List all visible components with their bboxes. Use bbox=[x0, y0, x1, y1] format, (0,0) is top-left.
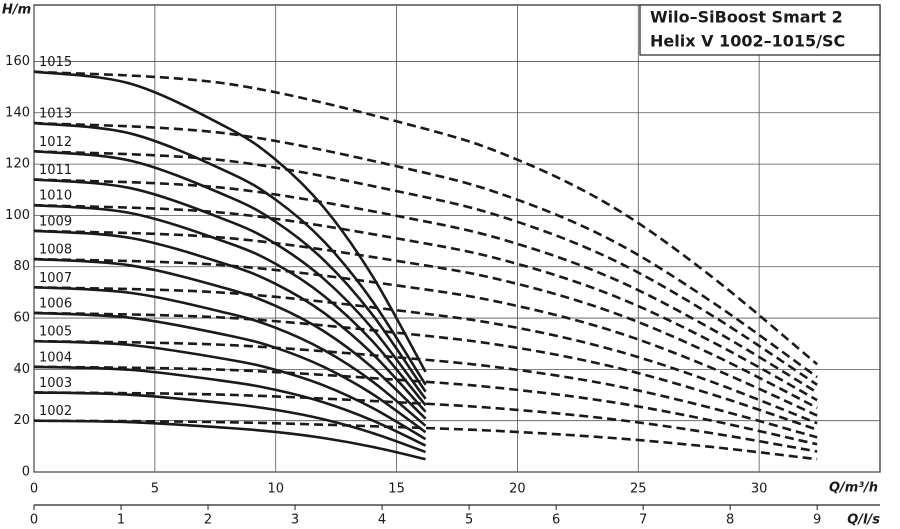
curve-label: 1007 bbox=[39, 271, 72, 286]
x-tick-label: 30 bbox=[751, 482, 768, 497]
y-axis-label: H/m bbox=[2, 3, 31, 18]
x2-tick-label: 7 bbox=[639, 513, 647, 528]
chart-subtitle: Helix V 1002–1015/SC bbox=[650, 32, 845, 51]
pump-curve bbox=[33, 339, 427, 441]
y-tick-label: 100 bbox=[5, 208, 30, 223]
x2-tick-label: 4 bbox=[378, 513, 386, 528]
pump-curve bbox=[33, 365, 818, 446]
x-tick-label: 0 bbox=[30, 482, 38, 497]
pump-curve bbox=[33, 121, 818, 379]
pump-curve bbox=[33, 70, 818, 366]
pump-curve bbox=[33, 178, 818, 394]
pump-curve bbox=[33, 285, 818, 425]
x2-tick-label: 6 bbox=[552, 513, 560, 528]
pump-curve bbox=[33, 121, 427, 386]
x-tick-label: 10 bbox=[267, 482, 284, 497]
x2-tick-label: 2 bbox=[204, 513, 212, 528]
x2-tick-label: 0 bbox=[30, 513, 38, 528]
curve-label: 1012 bbox=[39, 135, 72, 150]
pump-curve bbox=[33, 419, 426, 461]
pump-curve bbox=[33, 149, 427, 393]
x2-tick-label: 5 bbox=[465, 513, 473, 528]
curve-label: 1002 bbox=[39, 404, 72, 419]
pump-curve bbox=[33, 285, 427, 427]
pump-curve bbox=[33, 419, 818, 461]
curve-label: 1011 bbox=[39, 163, 72, 178]
y-tick-label: 160 bbox=[5, 54, 30, 69]
x-tick-label: 5 bbox=[151, 482, 159, 497]
pump-curve bbox=[33, 365, 427, 447]
curve-label: 1006 bbox=[39, 296, 72, 311]
chart-title: Wilo–SiBoost Smart 2 bbox=[650, 8, 843, 27]
x2-tick-label: 3 bbox=[291, 513, 299, 528]
pump-curve bbox=[33, 203, 818, 402]
plot-frame bbox=[33, 4, 881, 473]
y-tick-label: 40 bbox=[13, 362, 30, 377]
pump-curve bbox=[33, 70, 427, 373]
x-tick-label: 20 bbox=[509, 482, 526, 497]
title-box bbox=[639, 4, 881, 56]
pump-curve bbox=[33, 257, 427, 420]
x-axis-label: Q/m³/h bbox=[829, 481, 878, 496]
curve-label: 1004 bbox=[39, 350, 72, 365]
pump-curve bbox=[33, 339, 818, 439]
x2-tick-label: 1 bbox=[117, 513, 125, 528]
x2-tick-label: 8 bbox=[726, 513, 734, 528]
curve-label: 1003 bbox=[39, 376, 72, 391]
x-tick-label: 15 bbox=[388, 482, 405, 497]
curve-label: 1013 bbox=[39, 107, 72, 122]
curve-label: 1009 bbox=[39, 214, 72, 229]
pump-curve bbox=[33, 229, 818, 410]
pump-curve bbox=[33, 311, 818, 431]
y-tick-label: 60 bbox=[13, 311, 30, 326]
y-tick-label: 0 bbox=[22, 465, 30, 480]
curve-label: 1010 bbox=[39, 189, 72, 204]
curve-label: 1008 bbox=[39, 243, 72, 258]
curve-label: 1015 bbox=[39, 55, 72, 70]
y-tick-label: 80 bbox=[13, 259, 30, 274]
y-tick-label: 120 bbox=[5, 157, 30, 172]
pump-curve bbox=[33, 149, 818, 386]
pump-curve bbox=[33, 257, 818, 417]
pump-curve bbox=[33, 311, 427, 434]
pump-curve bbox=[33, 391, 427, 454]
curve-label: 1005 bbox=[39, 325, 72, 340]
y-tick-label: 20 bbox=[13, 413, 30, 428]
x2-tick-label: 9 bbox=[813, 513, 821, 528]
pump-curve bbox=[33, 203, 427, 407]
x2-axis-label: Q/l/s bbox=[847, 513, 880, 528]
pump-curve bbox=[33, 229, 427, 413]
pump-curve bbox=[33, 391, 818, 453]
x-tick-label: 25 bbox=[630, 482, 647, 497]
y-tick-label: 140 bbox=[5, 105, 30, 120]
